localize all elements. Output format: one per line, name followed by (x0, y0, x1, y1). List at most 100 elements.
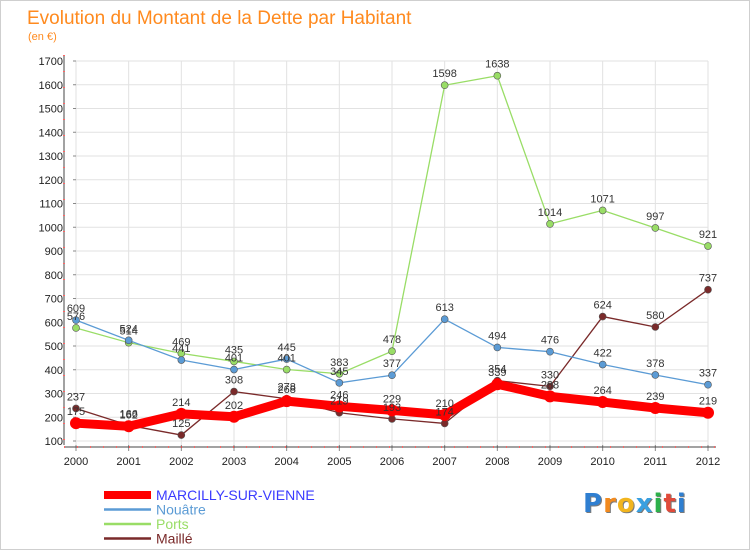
data-point (175, 407, 188, 420)
data-point (388, 347, 396, 356)
grid (75, 60, 709, 447)
data-label: 175 (67, 406, 85, 418)
data-label: 330 (541, 369, 559, 381)
y-tick-label: 800 (45, 270, 63, 282)
data-label: 441 (172, 343, 190, 355)
data-label: 202 (225, 400, 243, 412)
data-label: 469 (172, 336, 190, 348)
data-point (491, 378, 504, 391)
data-point (596, 396, 609, 409)
data-label: 229 (383, 393, 401, 405)
data-point (493, 71, 502, 80)
x-tick-label: 2005 (327, 456, 351, 468)
data-point (230, 387, 238, 396)
y-tick-label: 1700 (39, 56, 63, 68)
data-label: 354 (488, 364, 506, 376)
y-tick-label: 400 (45, 365, 63, 377)
legend-label: Nouâtre (156, 502, 206, 518)
y-tick-label: 200 (45, 412, 63, 424)
data-point (122, 420, 135, 433)
data-label: 308 (225, 375, 243, 387)
data-point (440, 419, 449, 428)
data-point (649, 401, 662, 414)
data-point (651, 224, 660, 232)
data-label: 476 (541, 335, 559, 347)
data-label: 288 (541, 379, 559, 391)
x-tick-label: 2006 (380, 456, 404, 468)
x-tick-label: 2007 (432, 456, 456, 468)
data-label: 166 (119, 408, 137, 420)
data-label: 737 (699, 273, 717, 285)
legend-label: MARCILLY-SUR-VIENNE (156, 487, 315, 503)
data-point (544, 390, 556, 403)
data-label: 1014 (538, 207, 562, 219)
x-tick-label: 2012 (696, 456, 720, 468)
data-point (177, 356, 186, 364)
logo-letter: i (653, 489, 664, 519)
data-label: 609 (67, 303, 85, 315)
data-label: 264 (593, 385, 611, 397)
y-tick-label: 1600 (39, 80, 63, 92)
data-label: 345 (330, 366, 348, 378)
data-label: 445 (277, 342, 295, 354)
x-tick-label: 2004 (274, 456, 298, 468)
data-point (438, 408, 451, 421)
data-label: 162 (119, 409, 137, 421)
data-label: 210 (435, 398, 453, 410)
x-tick-label: 2009 (538, 456, 562, 468)
y-tick-label: 100 (45, 436, 63, 448)
data-label: 383 (330, 357, 348, 369)
data-label: 268 (277, 384, 295, 396)
data-point (230, 365, 238, 374)
data-label: 921 (699, 229, 717, 241)
y-tick-label: 1200 (39, 175, 63, 187)
x-tick-label: 2000 (64, 456, 88, 468)
y-tick-label: 1300 (39, 151, 63, 163)
x-tick-label: 2010 (590, 456, 614, 468)
data-point (704, 380, 712, 389)
data-label: 339 (488, 367, 506, 379)
data-point (388, 415, 396, 423)
data-point (335, 369, 344, 378)
data-label: 514 (119, 326, 137, 338)
y-tick-label: 300 (45, 389, 63, 401)
data-point (704, 285, 712, 294)
x-tick-label: 2011 (644, 456, 668, 468)
data-label: 278 (277, 382, 295, 394)
data-point (72, 404, 80, 413)
data-label: 401 (277, 353, 295, 365)
data-point (493, 343, 502, 352)
logo-letter: t (663, 489, 677, 519)
logo-letter: i (676, 489, 687, 519)
x-tick-label: 2002 (169, 456, 193, 468)
data-label: 422 (593, 348, 611, 360)
data-label: 219 (699, 396, 717, 408)
data-label: 1598 (432, 68, 456, 80)
legend-label: Maillé (156, 531, 193, 547)
data-point (702, 406, 714, 419)
data-labels: 237 166 125 308 278 219 193 174 354 330 624 580 737 5… (67, 59, 717, 430)
data-point (546, 347, 554, 356)
y-tick-label: 1400 (39, 127, 63, 139)
y-tick-label: 900 (45, 246, 63, 258)
data-point (230, 357, 238, 366)
data-point (598, 312, 607, 321)
data-point (440, 81, 449, 90)
data-point (72, 316, 80, 324)
data-point (70, 417, 82, 430)
data-label: 377 (383, 358, 401, 370)
data-label: 1638 (485, 59, 509, 71)
data-point (228, 410, 240, 423)
proxiti-logo: Proxiti (583, 489, 687, 519)
data-point (386, 404, 398, 417)
data-label: 239 (646, 391, 664, 403)
y-tick-label: 1000 (39, 222, 63, 234)
data-label: 613 (435, 302, 453, 314)
data-point (704, 242, 712, 250)
data-point (282, 355, 291, 363)
data-label: 478 (383, 334, 401, 346)
data-label: 997 (646, 211, 664, 223)
